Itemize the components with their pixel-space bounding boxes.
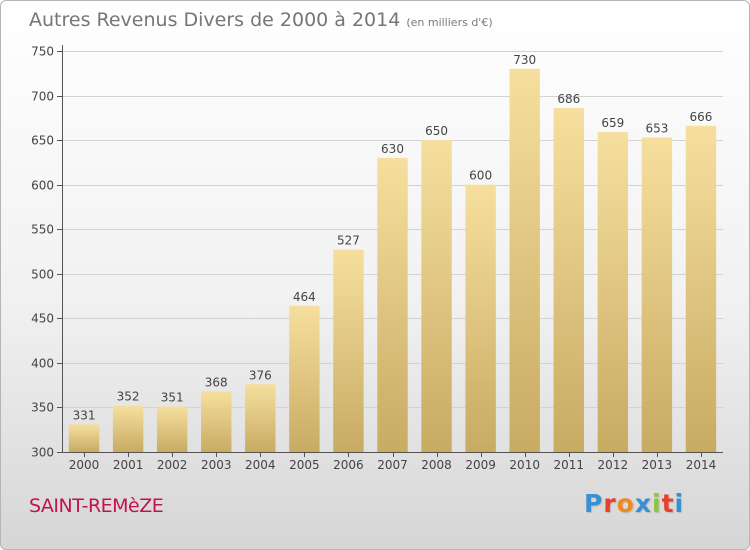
- bar-2004: [245, 384, 276, 452]
- bar-2006: [333, 249, 364, 452]
- bar-2013: [641, 137, 673, 452]
- data-labels: 331 352 351 368 376 464 527 630 650 600 730 686 659 6…: [73, 53, 713, 423]
- logo-letter: i: [674, 489, 685, 518]
- x-tick-label: 2001: [113, 458, 144, 472]
- bar-2002: [156, 406, 188, 452]
- data-label-2014: 666: [690, 110, 713, 124]
- y-tick-label: 300: [31, 446, 54, 460]
- chart-unit: (en milliers d'€): [406, 16, 493, 29]
- x-tick-label: 2010: [509, 458, 540, 472]
- y-tick-label: 700: [31, 90, 54, 104]
- data-label-2002: 351: [161, 391, 184, 405]
- logo-letter: t: [661, 489, 675, 518]
- chart-title-text: Autres Revenus Divers de 2000 à 2014: [29, 9, 401, 31]
- proxiti-logo[interactable]: Proxiti: [584, 489, 684, 518]
- y-tick-label: 550: [31, 223, 54, 237]
- data-label-2012: 659: [601, 116, 624, 130]
- y-tick-label: 450: [31, 312, 54, 326]
- axes: 300 350 400 450 500 550 600 650 700 750 2000 2001 20…: [31, 45, 723, 472]
- data-label-2011: 686: [557, 92, 580, 106]
- bar-2011: [553, 108, 584, 452]
- bar-2000: [68, 424, 100, 452]
- x-tick-label: 2007: [377, 458, 408, 472]
- data-label-2000: 331: [73, 408, 96, 422]
- bar-2007: [377, 157, 408, 452]
- data-label-2009: 600: [469, 169, 492, 183]
- x-tick-label: 2003: [201, 458, 232, 472]
- data-label-2005: 464: [293, 290, 316, 304]
- data-label-2006: 527: [337, 234, 360, 248]
- data-label-2004: 376: [249, 368, 272, 382]
- x-tick-label: 2009: [465, 458, 496, 472]
- data-label-2010: 730: [513, 53, 536, 67]
- bar-2014: [685, 125, 717, 452]
- bar-2009: [465, 184, 496, 452]
- bar-2010: [509, 68, 540, 453]
- bar-2012: [597, 132, 629, 452]
- x-tick-label: 2000: [69, 458, 100, 472]
- x-tick-label: 2006: [333, 458, 364, 472]
- commune-name: SAINT-REMèZE: [29, 495, 164, 517]
- bar-2005: [289, 305, 320, 452]
- chart-title: Autres Revenus Divers de 2000 à 2014 (en …: [29, 9, 493, 31]
- data-label-2003: 368: [205, 375, 228, 389]
- x-tick-label: 2002: [157, 458, 188, 472]
- x-tick-label: 2014: [686, 458, 717, 472]
- bar-2008: [421, 140, 452, 452]
- y-tick-label: 500: [31, 268, 54, 282]
- y-tick-label: 400: [31, 357, 54, 371]
- data-label-2007: 630: [381, 142, 404, 156]
- logo-letter: i: [652, 489, 662, 518]
- y-tick-label: 350: [31, 401, 54, 415]
- data-label-2008: 650: [425, 124, 448, 138]
- logo-letter: r: [603, 489, 617, 518]
- bar-2003: [201, 391, 232, 452]
- x-tick-label: 2008: [421, 458, 452, 472]
- logo-letter: x: [634, 489, 652, 518]
- x-tick-label: 2012: [598, 458, 629, 472]
- y-tick-label: 600: [31, 179, 54, 193]
- x-tick-label: 2005: [289, 458, 320, 472]
- data-label-2013: 653: [645, 121, 668, 135]
- x-tick-label: 2013: [642, 458, 673, 472]
- logo-letter: P: [584, 489, 604, 518]
- logo-letter: o: [616, 489, 635, 518]
- bars: [68, 68, 717, 453]
- x-tick-label: 2004: [245, 458, 276, 472]
- data-label-2001: 352: [117, 390, 140, 404]
- x-tick-label: 2011: [553, 458, 584, 472]
- y-tick-label: 650: [31, 134, 54, 148]
- bar-2001: [112, 405, 144, 452]
- y-tick-label: 750: [31, 45, 54, 59]
